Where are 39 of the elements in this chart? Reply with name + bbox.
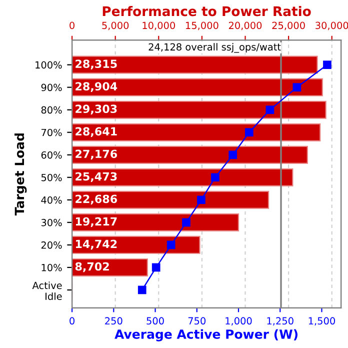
x-tick-label: 0 <box>70 317 74 325</box>
x2-tick-label: 10,000 <box>142 22 176 30</box>
data-label: 19,217 <box>76 217 117 228</box>
x-axis-title: Average Active Power (W) <box>114 329 298 342</box>
y-tick-label: Active Idle <box>32 282 62 300</box>
data-label: 28,641 <box>76 127 117 137</box>
y-tick-label: 90% <box>41 84 62 92</box>
data-label: 8,702 <box>75 262 109 272</box>
y-tick-label: 20% <box>41 241 62 249</box>
y-tick-label: 60% <box>41 151 62 159</box>
ref-line-label: 24,128 overall ssj_ops/watt <box>148 43 281 53</box>
y-tick-label: 50% <box>41 174 62 182</box>
x-tick-label: 750 <box>188 317 206 325</box>
data-label: 28,315 <box>76 60 117 70</box>
y-tick-label: 10% <box>42 264 62 272</box>
data-label: 14,742 <box>76 240 117 250</box>
data-label: 28,904 <box>76 82 118 92</box>
y-tick-label: 70% <box>42 128 62 136</box>
x2-tick-label: 0 <box>70 22 74 30</box>
x-tick-label: 500 <box>146 317 164 325</box>
x2-tick-label: 20,000 <box>228 22 262 30</box>
x2-tick-label: 15,000 <box>186 22 218 30</box>
x2-tick-label: 30,000 <box>316 22 348 30</box>
data-label: 22,686 <box>76 194 118 205</box>
data-label: 29,303 <box>76 104 117 114</box>
x-tick-label: 250 <box>105 317 122 325</box>
data-label: 27,176 <box>76 150 118 160</box>
y-tick-label: 30% <box>41 218 62 226</box>
x2-tick-label: 5,000 <box>102 22 129 30</box>
y-tick-label: 100% <box>36 61 62 69</box>
y-tick-label: 80% <box>41 106 62 114</box>
x2-axis-title: Performance to Power Ratio <box>102 6 311 16</box>
data-label: 25,473 <box>76 172 117 182</box>
y-tick-label: 40% <box>41 196 62 204</box>
x-tick-label: 1,000 <box>226 317 252 326</box>
x-tick-label: 1,250 <box>267 317 294 326</box>
x2-tick-label: 25,000 <box>272 22 305 30</box>
y-axis-title: Target Load <box>14 133 27 216</box>
x-tick-label: 1,500 <box>308 317 335 326</box>
